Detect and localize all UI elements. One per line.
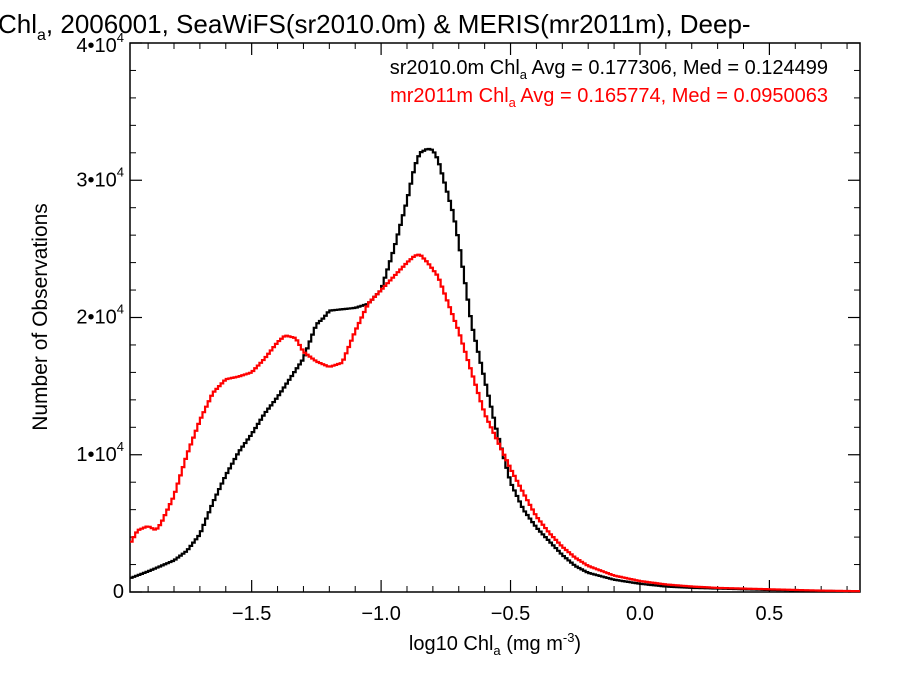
chart-title: Chla, 2006001, SeaWiFS(sr2010.0m) & MERI…	[0, 9, 751, 44]
legend-entry-mr2011: mr2011m Chla Avg = 0.165774, Med = 0.095…	[390, 85, 828, 110]
y-tick-label: 1•104	[76, 439, 124, 466]
series-lines	[130, 147, 860, 593]
y-tick-label: 4•104	[76, 30, 124, 57]
plot-frame	[129, 42, 861, 593]
y-tick-label: 3•104	[76, 164, 124, 191]
legend-entry-sr2010: sr2010.0m Chla Avg = 0.177306, Med = 0.1…	[390, 57, 828, 82]
x-tick-label: −0.5	[491, 603, 530, 625]
y-tick-label: 2•104	[76, 302, 124, 329]
y-tick-label: 0	[113, 581, 124, 603]
x-tick-label: 0.5	[755, 603, 783, 625]
y-axis-label: Number of Observations	[29, 203, 52, 431]
x-tick-label: −1.5	[232, 603, 271, 625]
x-tick-label: 0.0	[626, 603, 654, 625]
x-axis-label: log10 Chla (mg m-3)	[409, 630, 581, 658]
series-line-mr2011m	[130, 253, 860, 593]
x-tick-label: −1.0	[361, 603, 400, 625]
axis-ticks: −1.5 −1.0 −0.5 0.0 0.5 0 1•104 2•104 3•104 4•104	[76, 30, 860, 625]
series-line-sr2010.0m	[130, 147, 860, 593]
